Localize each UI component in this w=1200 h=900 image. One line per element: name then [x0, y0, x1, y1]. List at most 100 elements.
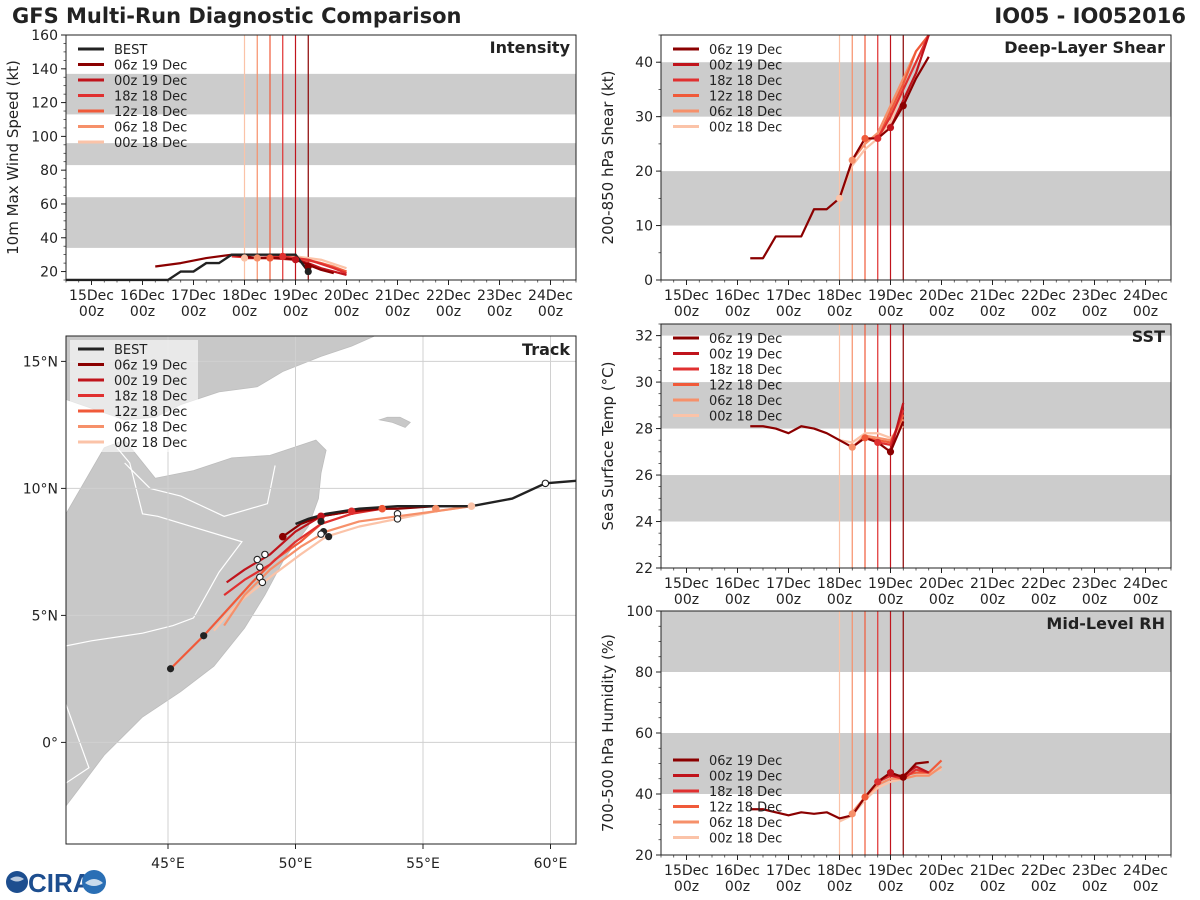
x-tick-label: 17Dec [766, 863, 811, 879]
x-tick-sublabel: 00z [929, 592, 954, 608]
y-tick-label: 40 [635, 787, 653, 803]
legend-label: 00z 18 Dec [709, 832, 782, 847]
y-tick-label: 80 [40, 163, 58, 179]
x-tick-sublabel: 00z [980, 879, 1005, 895]
y-tick-label: 22 [635, 561, 653, 577]
track-run-marker [378, 504, 387, 513]
x-tick-label: 21Dec [375, 288, 420, 304]
legend-label: BEST [114, 343, 147, 358]
x-tick-label: 23Dec [1072, 576, 1117, 592]
track-best-open-marker [261, 550, 269, 559]
lat-tick-label: 0° [42, 735, 58, 751]
legend-label: BEST [114, 43, 147, 58]
intensity-run-marker [304, 262, 312, 271]
shear-panel: 01020304015Dec00z16Dec00z17Dec00z18Dec00… [599, 34, 1172, 320]
shear-run-marker [874, 134, 882, 143]
rh-run-marker [899, 773, 907, 781]
sst-band [661, 475, 1171, 522]
track-run-marker [347, 507, 356, 516]
y-tick-label: 20 [40, 265, 58, 281]
track-best-open-marker [256, 563, 264, 571]
intensity-run-marker [279, 252, 287, 260]
y-tick-label: 160 [31, 28, 58, 44]
x-tick-sublabel: 00z [725, 304, 750, 320]
x-tick-sublabel: 00z [538, 304, 563, 320]
x-tick-label: 24Dec [528, 288, 573, 304]
x-tick-sublabel: 00z [878, 879, 903, 895]
y-tick-label: 20 [635, 848, 653, 864]
x-tick-label: 18Dec [222, 288, 267, 304]
x-tick-label: 23Dec [477, 288, 522, 304]
cira-logo-text: CIRA [28, 868, 92, 898]
x-tick-label: 22Dec [1021, 576, 1066, 592]
track-best-open-marker [393, 515, 402, 523]
x-tick-sublabel: 00z [878, 592, 903, 608]
x-tick-label: 20Dec [324, 288, 369, 304]
x-tick-sublabel: 00z [929, 304, 954, 320]
x-tick-label: 24Dec [1123, 288, 1168, 304]
x-tick-sublabel: 00z [487, 304, 512, 320]
x-tick-sublabel: 00z [674, 304, 699, 320]
legend-label: 06z 18 Dec [114, 121, 187, 136]
y-tick-label: 80 [635, 665, 653, 681]
track-best-open-marker [253, 555, 262, 564]
y-tick-label: 10 [635, 219, 653, 235]
y-tick-label: 26 [635, 468, 653, 484]
shear-run-marker [899, 102, 907, 110]
legend-label: 06z 18 Dec [709, 816, 782, 831]
storm-id: IO05 - IO052016 [994, 4, 1186, 28]
rh-band [661, 611, 1171, 672]
x-tick-sublabel: 00z [980, 592, 1005, 608]
x-tick-sublabel: 00z [1133, 592, 1158, 608]
y-tick-label: 40 [40, 231, 58, 247]
track-panel: 45°E 50°E 55°E 60°E0°5°N10°N15°NTrackBEST06… [23, 335, 577, 872]
track-run-marker [278, 532, 287, 541]
rh-panel: 2040608010015Dec00z16Dec00z17Dec00z18Dec… [599, 604, 1172, 895]
y-tick-label: 60 [635, 726, 653, 742]
lat-tick-label: 10°N [23, 481, 58, 497]
sst-run-marker [848, 443, 856, 451]
rh-series-line [750, 760, 929, 820]
legend-label: 06z 19 Dec [709, 43, 782, 58]
legend-label: 06z 19 Dec [709, 332, 782, 347]
x-tick-sublabel: 00z [181, 304, 206, 320]
lon-tick-label: 50°E [279, 856, 313, 872]
x-tick-label: 16Dec [715, 863, 760, 879]
y-tick-label: 0 [644, 273, 653, 289]
sst-band [661, 382, 1171, 429]
y-tick-label: 120 [31, 96, 58, 112]
country-border [124, 462, 276, 517]
y-tick-label: 24 [635, 515, 653, 531]
rh-run-marker [874, 778, 882, 786]
x-tick-sublabel: 00z [79, 304, 104, 320]
legend-label: 00z 18 Dec [709, 121, 782, 136]
rh-run-marker [848, 810, 856, 818]
legend-label: 00z 18 Dec [114, 136, 187, 151]
legend-label: 12z 18 Dec [709, 90, 782, 105]
x-tick-label: 17Dec [766, 288, 811, 304]
x-tick-label: 22Dec [426, 288, 471, 304]
legend-label: 00z 19 Dec [709, 348, 782, 363]
x-tick-label: 21Dec [970, 288, 1015, 304]
y-tick-label: 100 [31, 129, 58, 145]
x-tick-label: 15Dec [664, 576, 709, 592]
legend-label: 12z 18 Dec [114, 405, 187, 420]
intensity-band [66, 197, 576, 248]
lon-tick-label: 60°E [534, 856, 568, 872]
legend-label: 06z 18 Dec [709, 394, 782, 409]
lat-tick-label: 5°N [32, 608, 58, 624]
sst-title: SST [1132, 327, 1165, 346]
track-best-marker [325, 533, 333, 541]
x-tick-label: 21Dec [970, 863, 1015, 879]
x-tick-label: 16Dec [120, 288, 165, 304]
legend-label: 06z 19 Dec [114, 59, 187, 74]
x-tick-sublabel: 00z [674, 592, 699, 608]
x-tick-label: 20Dec [919, 863, 964, 879]
y-tick-label: 20 [635, 164, 653, 180]
rh-run-marker [886, 769, 895, 777]
shear-run-marker [848, 156, 856, 164]
x-tick-label: 19Dec [868, 863, 913, 879]
legend-label: 00z 19 Dec [114, 74, 187, 89]
x-tick-sublabel: 00z [776, 592, 801, 608]
